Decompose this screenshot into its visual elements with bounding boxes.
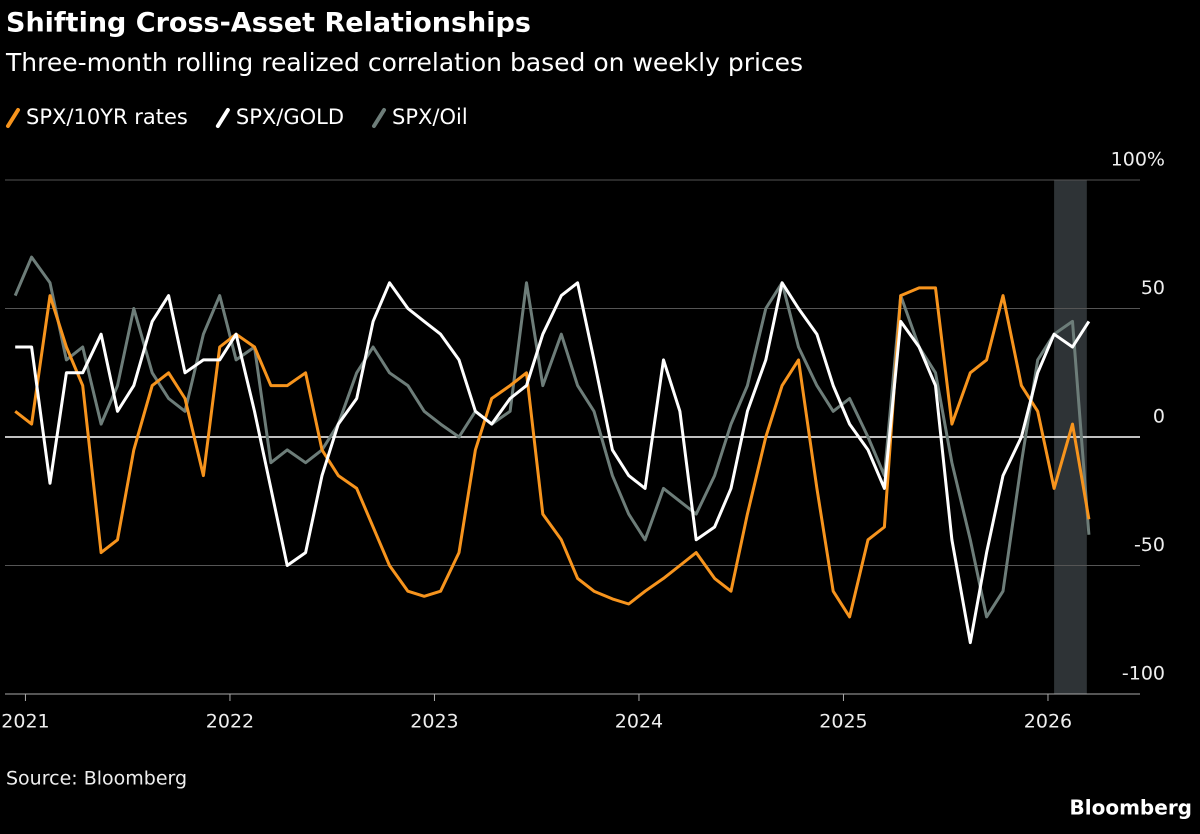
x-tick-label: 2025 xyxy=(819,711,867,733)
series-line xyxy=(13,255,1091,619)
series-line xyxy=(15,281,1091,645)
source: Source: Bloomberg xyxy=(6,768,187,790)
x-tick-label: 2022 xyxy=(206,711,254,733)
legend-swatch xyxy=(6,108,20,128)
x-tick-label: 2023 xyxy=(410,711,458,733)
x-tick-label: 2024 xyxy=(615,711,663,733)
legend-label: SPX/Oil xyxy=(392,105,468,129)
y-tick-label: -50 xyxy=(1134,534,1165,556)
legend-swatch xyxy=(215,108,230,128)
legend-label: SPX/GOLD xyxy=(236,105,344,129)
series-line xyxy=(14,286,1091,619)
y-tick-label: 100% xyxy=(1111,149,1165,171)
brand: Bloomberg xyxy=(1070,796,1192,820)
y-tick-label: 50 xyxy=(1141,277,1165,299)
x-tick-label: 2021 xyxy=(1,711,49,733)
y-tick-label: -100 xyxy=(1122,663,1165,685)
legend-swatch xyxy=(372,108,387,128)
chart-title: Shifting Cross-Asset Relationships xyxy=(6,8,531,39)
chart-subtitle: Three-month rolling realized correlation… xyxy=(5,48,803,77)
x-tick-label: 2026 xyxy=(1024,711,1072,733)
legend-label: SPX/10YR rates xyxy=(26,105,188,129)
y-tick-label: 0 xyxy=(1153,406,1165,428)
